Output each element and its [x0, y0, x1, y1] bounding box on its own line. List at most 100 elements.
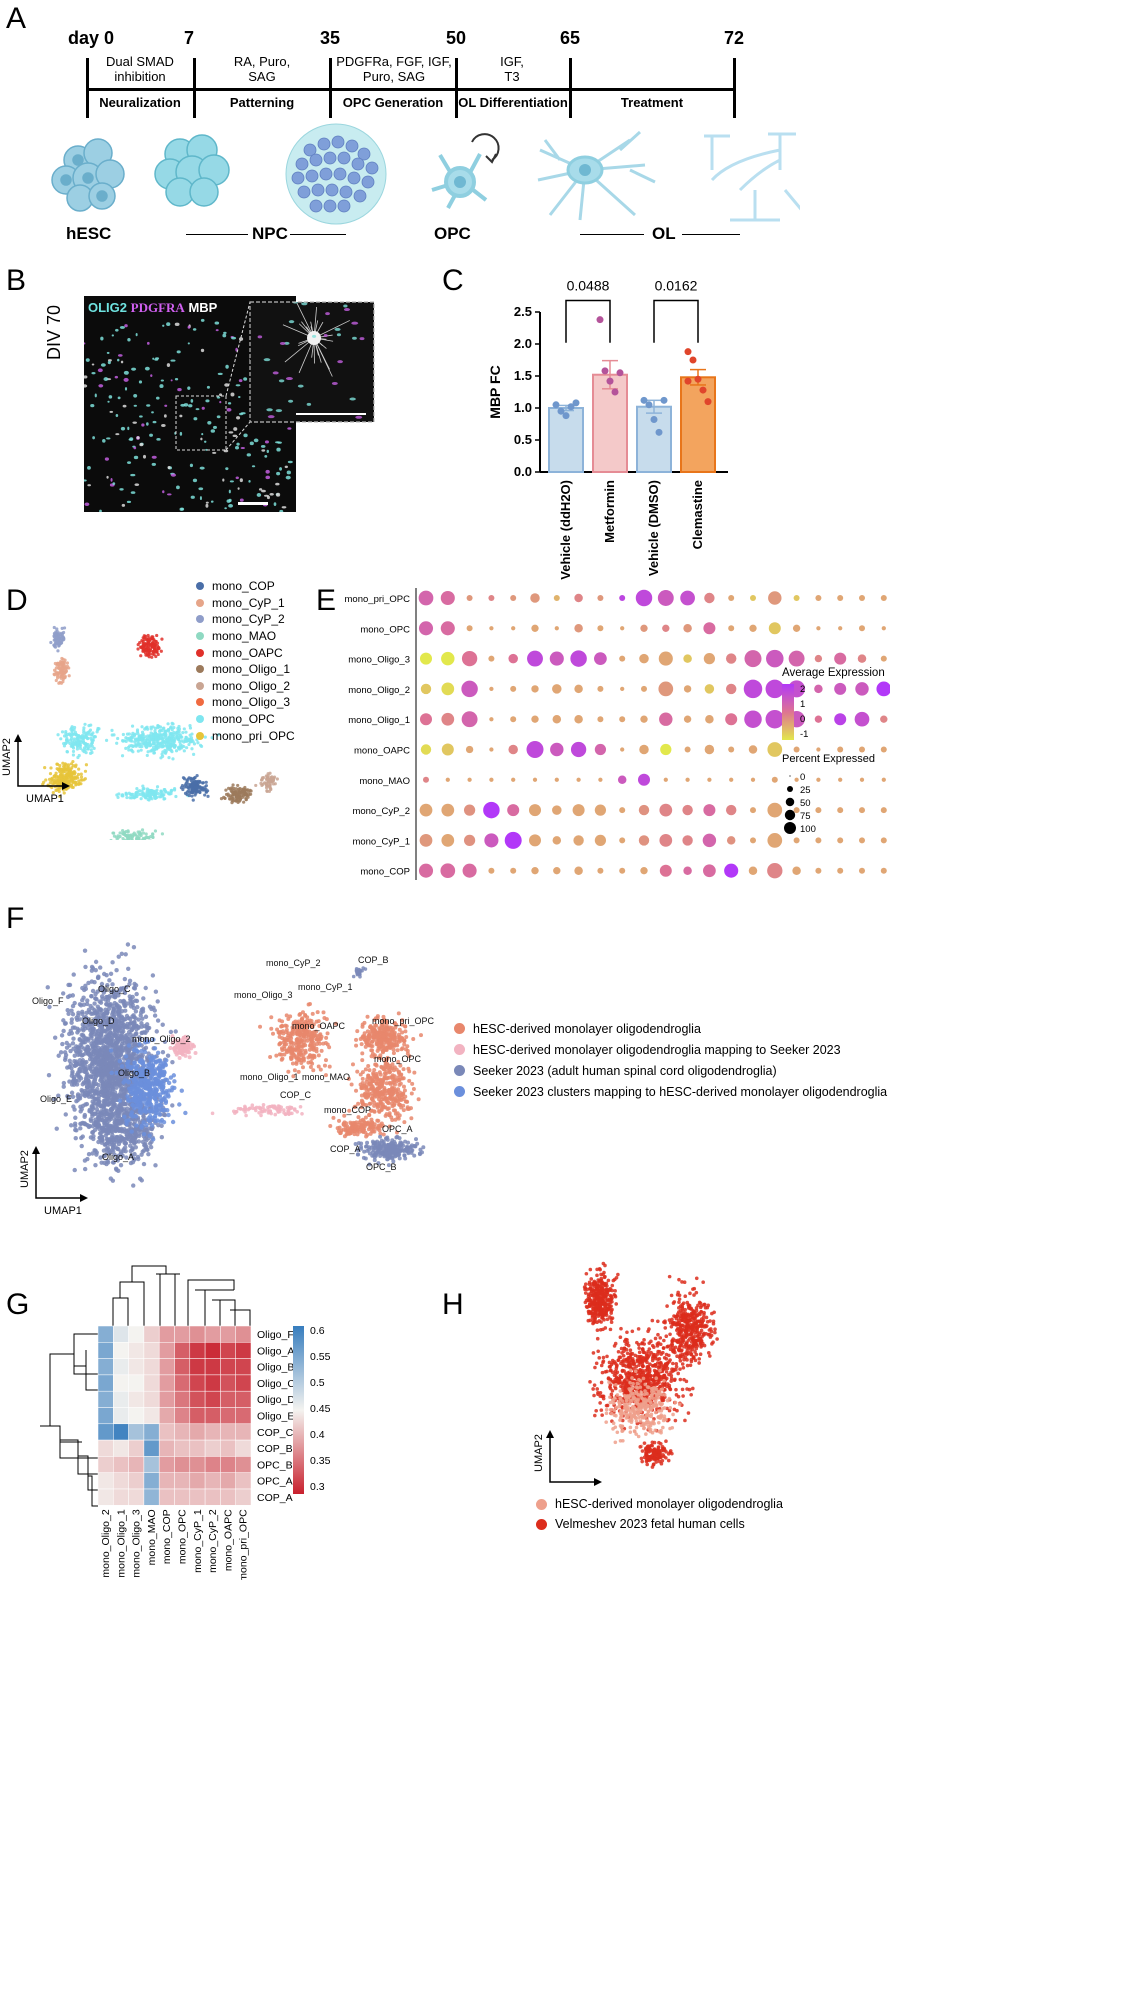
- micro-cell: [124, 387, 128, 391]
- umap-point: [54, 639, 58, 643]
- micro-cell: [114, 375, 119, 379]
- umap-point: [143, 638, 147, 642]
- micro-cell: [279, 341, 286, 345]
- umap-point: [128, 1032, 133, 1037]
- umap-point: [144, 1084, 150, 1089]
- umap-point: [135, 1117, 141, 1122]
- umap-point: [260, 783, 264, 787]
- umap-point: [130, 733, 134, 737]
- legend-swatch: [196, 681, 204, 690]
- expression-dot: [859, 777, 865, 782]
- micro-cell: [133, 455, 139, 460]
- umap-point: [147, 1101, 153, 1106]
- expression-dot: [749, 594, 757, 602]
- micro-cell: [151, 462, 157, 466]
- micro-cell: [279, 509, 284, 512]
- umap-point: [323, 1058, 328, 1063]
- umap-x-label: UMAP1: [26, 793, 64, 805]
- umap-point: [65, 763, 69, 767]
- micro-cell: [149, 433, 153, 437]
- micro-cell: [287, 460, 293, 464]
- scale-bar: [238, 502, 268, 505]
- micro-cell: [117, 354, 123, 357]
- umap-point: [170, 750, 174, 754]
- umap-point: [133, 1098, 139, 1104]
- umap-point: [58, 786, 62, 790]
- expression-dot: [858, 867, 866, 874]
- expression-dot: [510, 867, 517, 874]
- umap-point: [282, 1046, 287, 1051]
- expression-dot: [440, 863, 456, 879]
- umap-point: [312, 1033, 317, 1038]
- umap-point: [110, 1103, 115, 1109]
- expression-dot: [419, 652, 433, 665]
- umap-point: [322, 1063, 327, 1068]
- umap-point: [278, 1029, 283, 1034]
- umap-point: [168, 732, 172, 736]
- expression-dot: [834, 652, 847, 665]
- dot-row-label: mono_OPC: [360, 624, 410, 635]
- expression-dot: [418, 621, 434, 636]
- expression-dot: [552, 684, 562, 694]
- umap-point: [112, 733, 116, 737]
- umap-point: [110, 1160, 116, 1165]
- micro-cell: [119, 325, 125, 329]
- micro-cell: [243, 377, 248, 381]
- umap-point: [155, 1050, 161, 1056]
- umap-point: [230, 794, 234, 798]
- umap-point: [60, 1041, 65, 1047]
- umap-point: [155, 633, 159, 638]
- panel-label-b: B: [6, 264, 27, 297]
- umap-point: [177, 1102, 182, 1107]
- treatment-ol: IGF, T3: [500, 54, 524, 84]
- legend-label: mono_COP: [212, 579, 275, 594]
- micro-cell: [156, 437, 161, 441]
- opc-cell-icon: [431, 133, 500, 209]
- umap-point: [296, 1040, 301, 1045]
- p-value: 0.0488: [567, 277, 610, 293]
- expression-dot: [619, 655, 626, 662]
- umap-point: [193, 1050, 198, 1055]
- umap-point: [56, 767, 60, 772]
- umap-point: [201, 781, 205, 785]
- umap-point: [139, 1125, 144, 1130]
- umap-point: [319, 1048, 324, 1053]
- umap-point: [152, 1008, 157, 1013]
- umap-point: [153, 829, 158, 833]
- expression-dot: [880, 807, 887, 814]
- expression-dot: [619, 837, 626, 844]
- micro-cell: [154, 358, 159, 361]
- micro-cell: [207, 420, 212, 425]
- umap-point: [110, 728, 114, 732]
- umap-point: [98, 1137, 104, 1143]
- micro-cell: [109, 410, 114, 413]
- umap-point: [95, 1090, 101, 1096]
- umap-point: [244, 796, 248, 800]
- umap-point: [275, 777, 279, 781]
- umap-point: [56, 662, 60, 666]
- data-point: [552, 401, 560, 409]
- umap-point: [292, 1068, 297, 1073]
- stain-olig2: OLIG2: [88, 300, 128, 315]
- umap-point: [120, 1069, 125, 1074]
- npc-line-left: [186, 234, 248, 235]
- umap-point: [80, 1039, 86, 1044]
- umap-point: [156, 1122, 161, 1128]
- timeline-day-72: 72: [724, 28, 745, 48]
- umap-point: [138, 1110, 144, 1115]
- umap-point: [90, 1006, 95, 1011]
- umap-point: [177, 729, 181, 734]
- npc-neurosphere-icon: [285, 123, 387, 225]
- umap-point: [72, 1107, 77, 1112]
- umap-point: [98, 1115, 103, 1121]
- expr-tick: -1: [800, 729, 808, 740]
- umap-point: [79, 772, 83, 776]
- umap-point: [64, 730, 68, 734]
- umap-point: [78, 1104, 83, 1109]
- myelinating-ol-icon: [704, 132, 800, 222]
- umap-point: [121, 1136, 127, 1142]
- umap-point: [139, 1021, 144, 1026]
- umap-point: [164, 1077, 170, 1083]
- umap-point: [130, 1147, 135, 1152]
- umap-point: [145, 1092, 150, 1098]
